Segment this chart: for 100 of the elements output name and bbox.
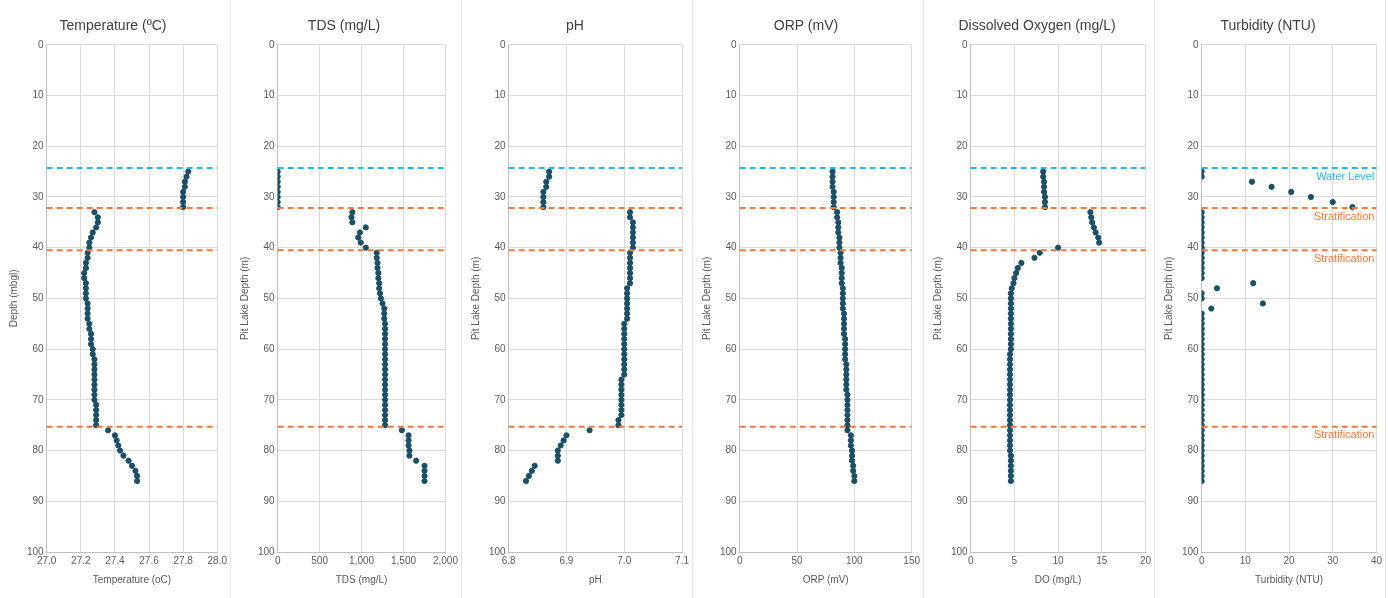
y-tick-label: 80: [956, 444, 969, 456]
y-tick-label: 0: [962, 38, 969, 50]
y-tick-label: 80: [32, 444, 45, 456]
y-tick-label: 90: [956, 495, 969, 507]
y-tick-label: 50: [494, 292, 507, 304]
y-tick-label: 70: [494, 393, 507, 405]
x-tick-label: 40: [1370, 554, 1383, 566]
x-tick-label: 10: [1052, 554, 1065, 566]
y-tick-label: 10: [494, 89, 507, 101]
x-tick-label: 10: [1239, 554, 1252, 566]
y-axis-title: Depth (mbgl): [7, 269, 19, 328]
y-tick-label: 30: [263, 190, 276, 202]
x-tick-label: 27.8: [173, 554, 194, 566]
x-tick-label: 15: [1096, 554, 1108, 566]
y-tick-label: 100: [720, 545, 738, 557]
y-axis-title: Pit Lake Depth (m): [238, 256, 250, 341]
y-tick-label: 0: [38, 38, 45, 50]
y-tick-label: 60: [1187, 342, 1200, 354]
y-tick-label: 10: [1187, 89, 1200, 101]
y-tick-label: 20: [956, 139, 969, 151]
x-tick-label: 150: [903, 554, 921, 566]
x-tick-label: 5: [1011, 554, 1018, 566]
y-tick-label: 80: [1187, 444, 1200, 456]
chart-title: Temperature (ºC): [59, 17, 167, 34]
x-tick-label: 27.6: [139, 554, 160, 566]
x-tick-label: 6.8: [501, 554, 517, 566]
x-tick-label: 1,500: [391, 554, 417, 566]
y-tick-label: 60: [263, 342, 276, 354]
y-tick-label: 0: [731, 38, 738, 50]
y-tick-label: 90: [263, 495, 276, 507]
x-tick-label: 50: [791, 554, 804, 566]
y-tick-label: 50: [32, 292, 45, 304]
y-tick-label: 100: [1182, 545, 1200, 557]
x-tick-label: 27.4: [105, 554, 126, 566]
x-tick-label: 7.1: [675, 554, 690, 566]
y-tick-label: 10: [725, 89, 738, 101]
x-tick-label: 20: [1139, 554, 1152, 566]
y-tick-label: 50: [725, 292, 738, 304]
y-tick-label: 50: [956, 292, 969, 304]
y-tick-label: 70: [1187, 393, 1200, 405]
x-tick-label: 7.0: [617, 554, 632, 566]
ref-line-label: Stratification: [1313, 428, 1375, 441]
y-tick-label: 0: [500, 38, 507, 50]
y-tick-label: 100: [489, 545, 507, 557]
y-tick-label: 90: [725, 495, 738, 507]
x-axis-title: DO (mg/L): [1034, 573, 1082, 585]
y-axis-title: Pit Lake Depth (m): [931, 256, 943, 341]
y-tick-label: 30: [725, 190, 738, 202]
y-tick-label: 100: [27, 545, 45, 557]
y-tick-label: 60: [956, 342, 969, 354]
y-tick-label: 60: [32, 342, 45, 354]
y-tick-label: 80: [494, 444, 507, 456]
y-tick-label: 0: [1193, 38, 1200, 50]
x-tick-label: 1,000: [349, 554, 375, 566]
y-tick-label: 40: [32, 241, 45, 253]
y-tick-label: 0: [269, 38, 276, 50]
y-axis-title: Pit Lake Depth (m): [469, 256, 481, 341]
y-tick-label: 50: [263, 292, 276, 304]
y-tick-label: 40: [263, 241, 276, 253]
y-tick-label: 20: [32, 139, 45, 151]
chart-title: Turbidity (NTU): [1220, 17, 1316, 34]
y-tick-label: 20: [263, 139, 276, 151]
x-axis-title: Turbidity (NTU): [1255, 573, 1324, 585]
ref-line-label: Stratification: [1313, 251, 1375, 264]
y-tick-label: 10: [32, 89, 45, 101]
y-tick-label: 70: [956, 393, 969, 405]
x-tick-label: 30: [1327, 554, 1339, 566]
y-axis-title: Pit Lake Depth (m): [700, 256, 712, 341]
chart-title: ORP (mV): [773, 17, 839, 34]
y-tick-label: 70: [725, 393, 738, 405]
x-tick-label: 20: [1283, 554, 1296, 566]
y-tick-label: 40: [725, 241, 738, 253]
y-tick-label: 20: [494, 139, 507, 151]
y-tick-label: 90: [32, 495, 45, 507]
y-tick-label: 60: [725, 342, 738, 354]
y-tick-label: 100: [258, 545, 276, 557]
y-tick-label: 90: [494, 495, 507, 507]
y-tick-label: 40: [1187, 241, 1200, 253]
ref-line-label: Stratification: [1313, 209, 1375, 222]
y-tick-label: 40: [494, 241, 507, 253]
y-tick-label: 10: [956, 89, 969, 101]
y-tick-label: 30: [32, 190, 45, 202]
x-tick-label: 27.0: [36, 554, 57, 566]
y-axis-title: Pit Lake Depth (m): [1162, 256, 1174, 341]
x-axis-title: ORP (mV): [802, 573, 849, 585]
y-tick-label: 10: [263, 89, 276, 101]
y-tick-label: 30: [956, 190, 969, 202]
x-tick-label: 28.0: [207, 554, 228, 566]
y-tick-label: 50: [1187, 292, 1200, 304]
y-tick-label: 90: [1187, 495, 1200, 507]
chart-title: Dissolved Oxygen (mg/L): [958, 17, 1116, 34]
chart-title: TDS (mg/L): [307, 17, 381, 34]
x-axis-title: pH: [588, 573, 602, 585]
x-tick-label: 6.9: [559, 554, 574, 566]
chart-title: pH: [566, 17, 584, 34]
ref-line-label: Water Level: [1316, 169, 1375, 182]
y-tick-label: 30: [1187, 190, 1200, 202]
x-axis-title: TDS (mg/L): [335, 573, 388, 585]
x-axis-title: Temperature (oC): [92, 573, 172, 585]
y-tick-label: 30: [494, 190, 507, 202]
